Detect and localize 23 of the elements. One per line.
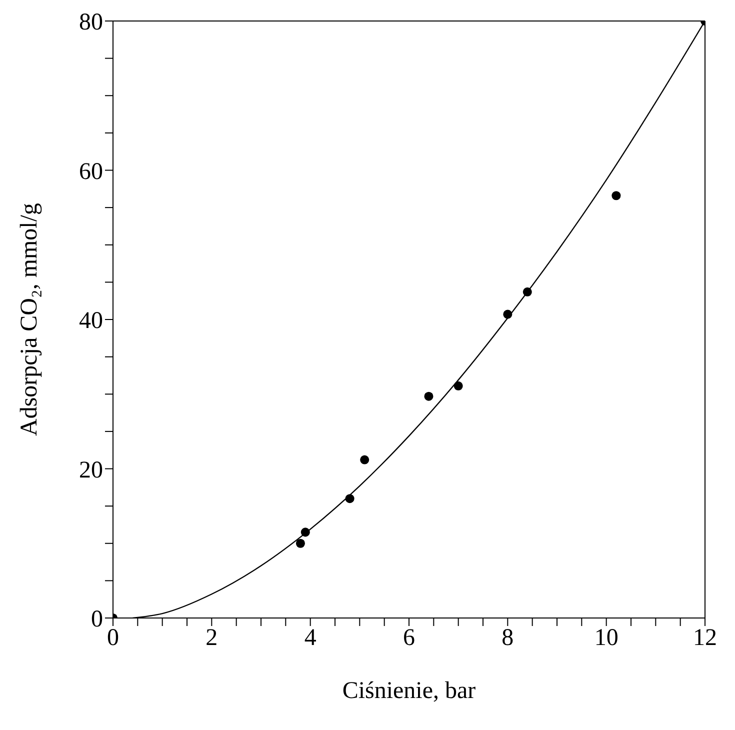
y-tick-label: 0 [91,606,103,633]
y-tick-label: 40 [79,308,103,334]
point [300,528,310,537]
point [296,538,305,548]
y-tick-label: 60 [79,158,103,185]
y-tick-label: 80 [79,10,103,36]
x-tick-label: 2 [206,625,218,652]
x-tick-label: 12 [693,625,717,652]
x-tick-label: 0 [107,625,119,652]
x-tick-label: 8 [502,625,514,652]
y-axis-title: Adsorpcja CO₂, mmol/g [16,202,43,436]
point [360,455,370,464]
point [454,381,463,390]
point [345,494,354,504]
x-tick-label: 10 [594,625,618,652]
point [522,287,532,296]
x-tick-label: 6 [403,625,415,652]
point [503,310,512,319]
point [612,191,621,200]
x-axis-title: Ciśnienie, bar [342,678,476,704]
x-tick-label: 4 [304,625,316,652]
point [424,392,434,401]
y-tick-label: 20 [79,457,103,484]
